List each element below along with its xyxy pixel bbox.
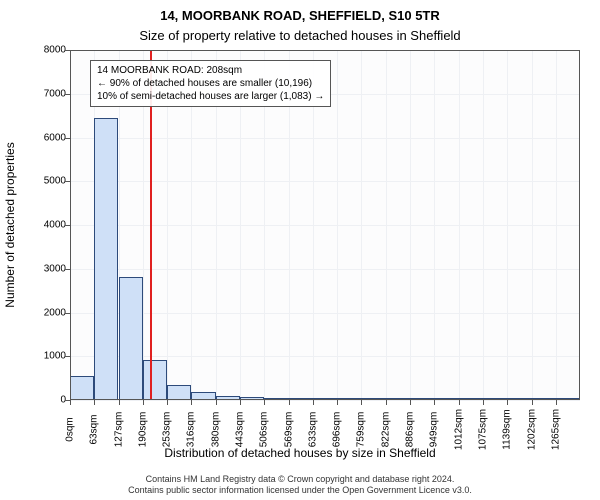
- x-tick-label: 633sqm: [308, 412, 319, 448]
- grid-line-horizontal: [70, 138, 580, 139]
- histogram-bar: [313, 398, 337, 400]
- histogram-bar: [289, 398, 313, 400]
- x-tick-label: 380sqm: [210, 412, 221, 448]
- x-tick-mark: [386, 400, 387, 405]
- chart-container: 14, MOORBANK ROAD, SHEFFIELD, S10 5TR Si…: [0, 0, 600, 500]
- histogram-bar: [119, 277, 143, 400]
- histogram-bar: [216, 396, 240, 400]
- x-tick-label: 1202sqm: [526, 409, 537, 450]
- x-tick-label: 63sqm: [89, 414, 100, 444]
- footer-line1: Contains HM Land Registry data © Crown c…: [0, 474, 600, 485]
- histogram-bar: [70, 376, 94, 401]
- x-tick-label: 759sqm: [356, 412, 367, 448]
- histogram-bar: [361, 398, 385, 400]
- histogram-bar: [483, 398, 507, 400]
- x-tick-mark: [240, 400, 241, 405]
- annotation-line3: 10% of semi-detached houses are larger (…: [97, 90, 324, 103]
- y-tick-label: 7000: [44, 88, 66, 99]
- x-tick-label: 127sqm: [113, 412, 124, 448]
- x-tick-label: 443sqm: [235, 412, 246, 448]
- x-tick-mark: [532, 400, 533, 405]
- y-tick-label: 6000: [44, 132, 66, 143]
- x-tick-mark: [216, 400, 217, 405]
- x-tick-mark: [167, 400, 168, 405]
- x-tick-mark: [94, 400, 95, 405]
- y-tick-mark: [65, 181, 70, 182]
- y-tick-mark: [65, 94, 70, 95]
- x-tick-label: 190sqm: [137, 412, 148, 448]
- grid-line-horizontal: [70, 400, 580, 401]
- histogram-bar: [532, 398, 556, 400]
- grid-line-horizontal: [70, 356, 580, 357]
- y-tick-label: 1000: [44, 351, 66, 362]
- histogram-bar: [167, 385, 191, 400]
- x-tick-mark: [410, 400, 411, 405]
- histogram-bar: [240, 397, 264, 400]
- y-tick-mark: [65, 50, 70, 51]
- x-tick-mark: [507, 400, 508, 405]
- grid-line-horizontal: [70, 313, 580, 314]
- histogram-bar: [94, 118, 118, 400]
- histogram-bar: [386, 398, 410, 400]
- x-tick-label: 949sqm: [429, 412, 440, 448]
- x-tick-label: 696sqm: [332, 412, 343, 448]
- x-tick-mark: [483, 400, 484, 405]
- histogram-bar: [143, 360, 167, 400]
- x-tick-mark: [143, 400, 144, 405]
- y-tick-label: 4000: [44, 220, 66, 231]
- histogram-bar: [434, 398, 458, 400]
- grid-line-horizontal: [70, 225, 580, 226]
- x-tick-mark: [459, 400, 460, 405]
- y-tick-mark: [65, 138, 70, 139]
- x-tick-mark: [556, 400, 557, 405]
- x-tick-label: 316sqm: [186, 412, 197, 448]
- footer-attribution: Contains HM Land Registry data © Crown c…: [0, 474, 600, 497]
- x-tick-mark: [313, 400, 314, 405]
- histogram-bar: [337, 398, 361, 400]
- histogram-bar: [556, 398, 580, 400]
- x-tick-label: 253sqm: [162, 412, 173, 448]
- annotation-line1: 14 MOORBANK ROAD: 208sqm: [97, 64, 324, 77]
- grid-line-horizontal: [70, 50, 580, 51]
- y-tick-mark: [65, 225, 70, 226]
- y-axis-label: Number of detached properties: [3, 142, 17, 307]
- chart-title-line1: 14, MOORBANK ROAD, SHEFFIELD, S10 5TR: [0, 8, 600, 23]
- annotation-box: 14 MOORBANK ROAD: 208sqm ← 90% of detach…: [90, 60, 331, 107]
- x-tick-mark: [264, 400, 265, 405]
- grid-line-horizontal: [70, 269, 580, 270]
- histogram-bar: [191, 392, 215, 400]
- x-tick-mark: [289, 400, 290, 405]
- x-tick-label: 0sqm: [65, 417, 76, 441]
- x-tick-label: 1265sqm: [550, 409, 561, 450]
- grid-line-horizontal: [70, 181, 580, 182]
- x-tick-label: 1075sqm: [477, 409, 488, 450]
- x-tick-label: 569sqm: [283, 412, 294, 448]
- annotation-line2: ← 90% of detached houses are smaller (10…: [97, 77, 324, 90]
- y-tick-label: 2000: [44, 307, 66, 318]
- histogram-bar: [410, 398, 434, 400]
- x-tick-mark: [191, 400, 192, 405]
- histogram-bar: [507, 398, 531, 400]
- y-tick-mark: [65, 269, 70, 270]
- footer-line2: Contains public sector information licen…: [0, 485, 600, 496]
- y-tick-label: 5000: [44, 176, 66, 187]
- histogram-bar: [459, 398, 483, 400]
- x-tick-mark: [361, 400, 362, 405]
- y-tick-label: 8000: [44, 45, 66, 56]
- x-tick-mark: [70, 400, 71, 405]
- x-tick-label: 1012sqm: [453, 409, 464, 450]
- x-tick-label: 822sqm: [380, 412, 391, 448]
- y-tick-label: 3000: [44, 263, 66, 274]
- x-tick-label: 506sqm: [259, 412, 270, 448]
- chart-title-line2: Size of property relative to detached ho…: [0, 28, 600, 43]
- x-tick-mark: [119, 400, 120, 405]
- histogram-bar: [264, 398, 288, 400]
- y-tick-mark: [65, 356, 70, 357]
- x-tick-mark: [434, 400, 435, 405]
- x-tick-label: 886sqm: [405, 412, 416, 448]
- x-tick-mark: [337, 400, 338, 405]
- y-tick-mark: [65, 313, 70, 314]
- x-tick-label: 1139sqm: [502, 409, 513, 449]
